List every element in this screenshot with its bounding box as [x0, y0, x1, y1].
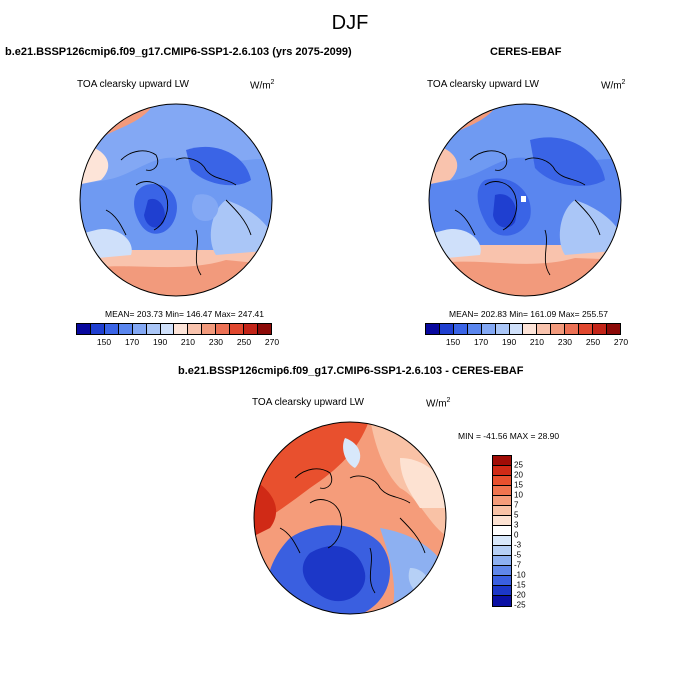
colorbar-swatch: [493, 506, 511, 516]
colorbar-model: [76, 323, 272, 335]
diff-variable-label: TOA clearsky upward LW: [252, 397, 364, 408]
colorbar-swatch: [493, 456, 511, 466]
colorbar-swatch: [537, 324, 552, 334]
colorbar-swatch: [230, 324, 245, 334]
colorbar-swatch: [493, 536, 511, 546]
colorbar-ticks-diff: 25 20 15 10 7 5 3 0 -3 -5 -7 -10 -15 -20…: [514, 455, 538, 610]
colorbar-swatch: [439, 324, 454, 334]
colorbar-swatch: [426, 324, 440, 334]
colorbar-swatch: [523, 324, 538, 334]
colorbar-swatch: [493, 596, 511, 606]
colorbar-swatch: [551, 324, 566, 334]
colorbar-tick-label: 210: [529, 337, 544, 347]
polar-map-model: [79, 103, 273, 297]
colorbar-swatch: [493, 476, 511, 486]
colorbar-swatch: [467, 324, 482, 334]
colorbar-swatch: [244, 324, 258, 334]
colorbar-swatch: [493, 556, 511, 566]
diff-units: W/m2: [426, 397, 451, 410]
colorbar-swatch: [593, 324, 607, 334]
colorbar-swatch: [493, 516, 511, 526]
colorbar-ticks-model: 150 170 190 210 230 250 270: [76, 337, 279, 349]
colorbar-swatch: [202, 324, 217, 334]
colorbar-tick-label: 210: [180, 337, 195, 347]
colorbar-tick-label: -15: [514, 580, 526, 590]
colorbar-swatch: [509, 324, 524, 334]
colorbar-tick-label: 3: [514, 520, 519, 530]
colorbar-tick-label: 170: [124, 337, 140, 347]
colorbar-swatch: [493, 586, 511, 596]
colorbar-ticks-obs: 150 170 190 210 230 250 270: [425, 337, 628, 349]
colorbar-swatch: [118, 324, 133, 334]
colorbar-tick-label: -20: [514, 590, 526, 600]
colorbar-tick-label: 190: [152, 337, 168, 347]
colorbar-tick-label: 10: [514, 490, 523, 500]
colorbar-swatch: [132, 324, 147, 334]
panel-title-model: b.e21.BSSP126cmip6.f09_g17.CMIP6-SSP1-2.…: [5, 46, 352, 58]
colorbar-diff: [492, 455, 512, 607]
figure-title: DJF: [331, 12, 369, 34]
panel-title-obs: CERES-EBAF: [490, 46, 562, 58]
colorbar-obs: [425, 323, 621, 335]
colorbar-swatch: [104, 324, 119, 334]
colorbar-tick-label: 230: [557, 337, 573, 347]
colorbar-swatch: [90, 324, 105, 334]
colorbar-tick-label: 250: [236, 337, 252, 347]
colorbar-tick-label: 150: [445, 337, 461, 347]
diff-stats: MIN = -41.56 MAX = 28.90: [458, 431, 560, 441]
colorbar-tick-label: 15: [514, 480, 523, 490]
colorbar-swatch: [579, 324, 594, 334]
colorbar-tick-label: 25: [514, 460, 523, 470]
colorbar-tick-label: -7: [514, 560, 522, 570]
colorbar-swatch: [606, 324, 620, 334]
polar-map-obs: [428, 103, 622, 297]
colorbar-swatch: [160, 324, 175, 334]
colorbar-swatch: [565, 324, 580, 334]
colorbar-tick-label: 5: [514, 510, 519, 520]
colorbar-swatch: [453, 324, 468, 334]
panel-stats-model: MEAN= 203.73 Min= 146.47 Max= 247.41: [105, 309, 265, 319]
colorbar-tick-label: -3: [514, 540, 522, 550]
colorbar-tick-label: 230: [208, 337, 224, 347]
colorbar-swatch: [146, 324, 161, 334]
colorbar-tick-label: -25: [514, 600, 526, 610]
colorbar-tick-label: 150: [96, 337, 112, 347]
colorbar-swatch: [174, 324, 189, 334]
panel-variable-label-model: TOA clearsky upward LW: [77, 79, 189, 90]
colorbar-tick-label: 170: [473, 337, 489, 347]
colorbar-tick-label: -5: [514, 550, 522, 560]
colorbar-tick-label: 270: [613, 337, 629, 347]
colorbar-swatch: [493, 466, 511, 476]
colorbar-swatch: [493, 546, 511, 556]
colorbar-swatch: [493, 496, 511, 506]
colorbar-swatch: [481, 324, 496, 334]
diff-panel-title: b.e21.BSSP126cmip6.f09_g17.CMIP6-SSP1-2.…: [178, 365, 524, 377]
panel-variable-label-obs: TOA clearsky upward LW: [427, 79, 539, 90]
panel-units-model: W/m2: [250, 79, 275, 92]
colorbar-tick-label: -10: [514, 570, 526, 580]
colorbar-swatch: [216, 324, 231, 334]
colorbar-tick-label: 250: [585, 337, 601, 347]
colorbar-swatch: [77, 324, 91, 334]
colorbar-swatch: [493, 576, 511, 586]
colorbar-tick-label: 270: [264, 337, 280, 347]
colorbar-swatch: [493, 486, 511, 496]
colorbar-swatch: [493, 566, 511, 576]
colorbar-tick-label: 7: [514, 500, 519, 510]
colorbar-swatch: [188, 324, 203, 334]
colorbar-tick-label: 0: [514, 530, 519, 540]
colorbar-swatch: [493, 526, 511, 536]
colorbar-swatch: [257, 324, 271, 334]
colorbar-tick-label: 190: [501, 337, 517, 347]
panel-units-obs: W/m2: [601, 79, 626, 92]
colorbar-tick-label: 20: [514, 470, 523, 480]
panel-stats-obs: MEAN= 202.83 Min= 161.09 Max= 255.57: [449, 309, 609, 319]
colorbar-swatch: [495, 324, 510, 334]
polar-map-diff: [253, 421, 447, 615]
